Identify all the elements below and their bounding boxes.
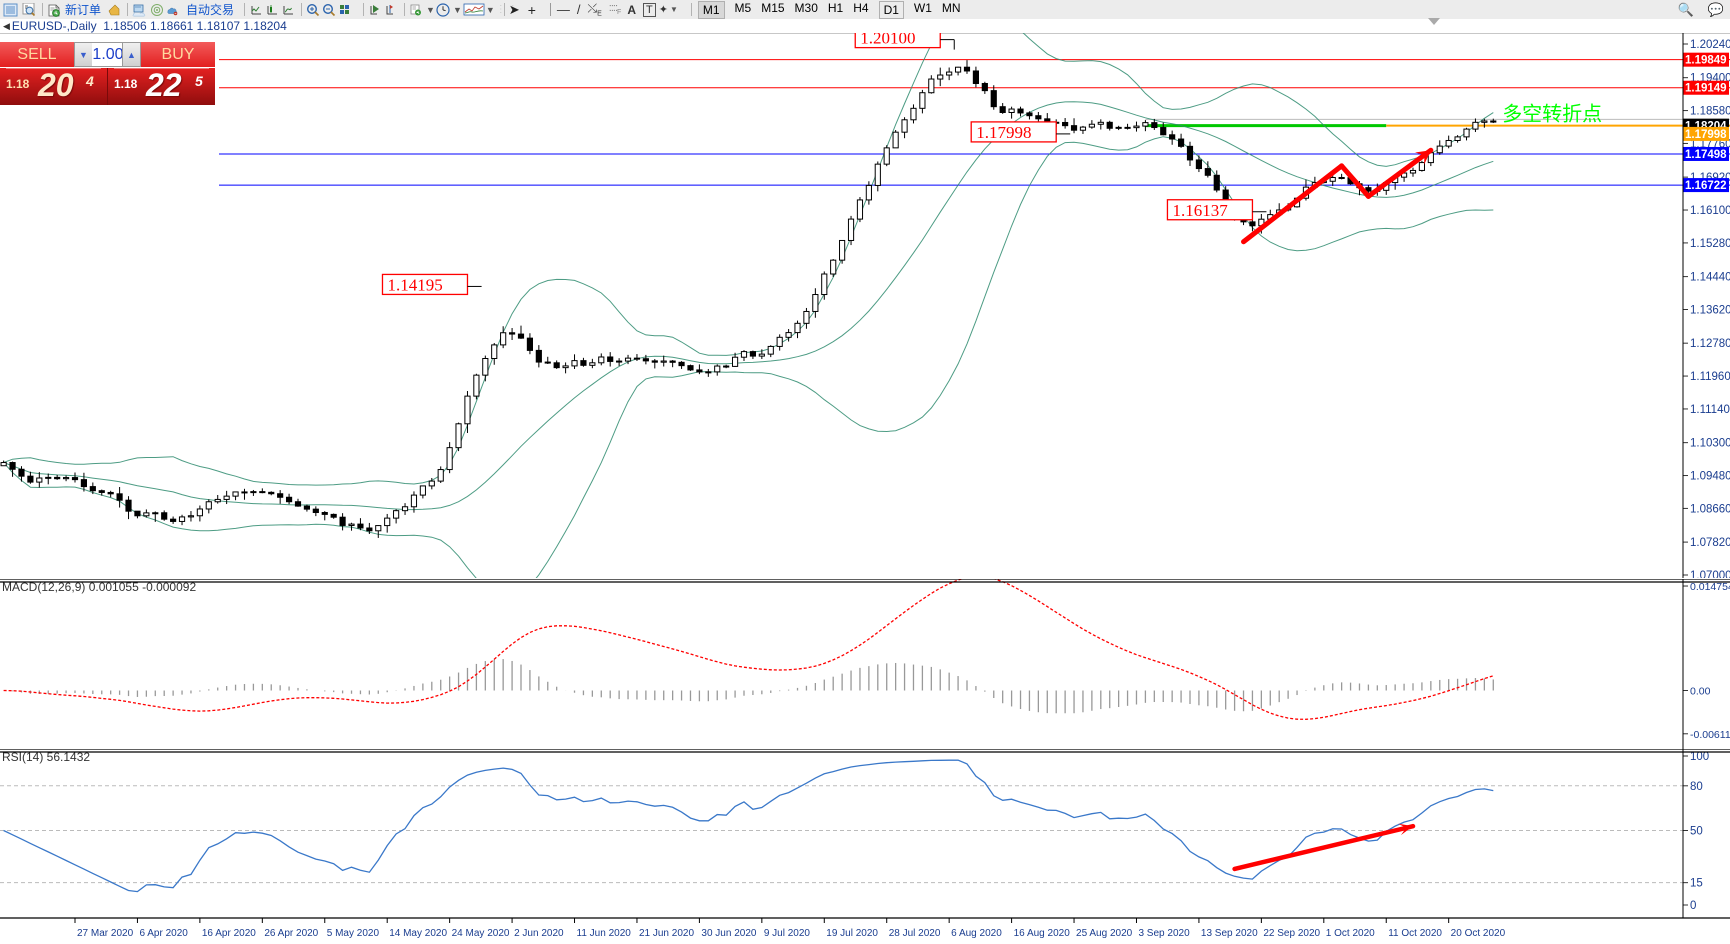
svg-text:2 Jun 2020: 2 Jun 2020 <box>514 928 564 939</box>
svg-text:13 Sep 2020: 13 Sep 2020 <box>1201 928 1258 939</box>
svg-text:16 Apr 2020: 16 Apr 2020 <box>202 928 256 939</box>
svg-text:1.20240: 1.20240 <box>1690 39 1730 51</box>
svg-text:1.11140: 1.11140 <box>1690 404 1730 416</box>
svg-text:14 May 2020: 14 May 2020 <box>389 928 447 939</box>
svg-text:15: 15 <box>1690 878 1703 890</box>
svg-text:19 Jul 2020: 19 Jul 2020 <box>826 928 878 939</box>
svg-text:26 Apr 2020: 26 Apr 2020 <box>264 928 318 939</box>
svg-text:0.014754: 0.014754 <box>1690 581 1730 593</box>
svg-text:0.00: 0.00 <box>1690 686 1711 698</box>
svg-text:9 Jul 2020: 9 Jul 2020 <box>764 928 811 939</box>
svg-text:21 Jun 2020: 21 Jun 2020 <box>639 928 694 939</box>
svg-text:1.15280: 1.15280 <box>1690 238 1730 250</box>
svg-text:3 Sep 2020: 3 Sep 2020 <box>1138 928 1190 939</box>
svg-text:1.17998: 1.17998 <box>1685 129 1727 141</box>
svg-text:1.19149: 1.19149 <box>1685 83 1727 95</box>
svg-text:1.09480: 1.09480 <box>1690 471 1730 483</box>
svg-text:1.11960: 1.11960 <box>1690 371 1730 383</box>
svg-text:1.16100: 1.16100 <box>1690 205 1730 217</box>
svg-text:80: 80 <box>1690 781 1703 793</box>
svg-text:25 Aug 2020: 25 Aug 2020 <box>1076 928 1133 939</box>
svg-text:1.14195: 1.14195 <box>387 275 442 294</box>
svg-text:5 May 2020: 5 May 2020 <box>327 928 380 939</box>
svg-text:1.19849: 1.19849 <box>1685 55 1727 67</box>
svg-text:24 May 2020: 24 May 2020 <box>452 928 510 939</box>
svg-text:1 Oct 2020: 1 Oct 2020 <box>1326 928 1375 939</box>
svg-text:1.17998: 1.17998 <box>976 123 1031 142</box>
svg-text:20 Oct 2020: 20 Oct 2020 <box>1451 928 1506 939</box>
svg-text:6 Apr 2020: 6 Apr 2020 <box>139 928 188 939</box>
svg-text:1.07820: 1.07820 <box>1690 537 1730 549</box>
svg-text:-0.006113: -0.006113 <box>1690 729 1730 741</box>
svg-text:27 Mar 2020: 27 Mar 2020 <box>77 928 134 939</box>
svg-text:1.16722: 1.16722 <box>1685 180 1727 192</box>
svg-text:30 Jun 2020: 30 Jun 2020 <box>701 928 756 939</box>
svg-text:1.18580: 1.18580 <box>1690 106 1730 118</box>
svg-text:100: 100 <box>1690 751 1709 763</box>
svg-text:1.16137: 1.16137 <box>1172 201 1228 220</box>
svg-text:6 Aug 2020: 6 Aug 2020 <box>951 928 1002 939</box>
svg-text:1.12780: 1.12780 <box>1690 338 1730 350</box>
svg-text:22 Sep 2020: 22 Sep 2020 <box>1263 928 1320 939</box>
svg-text:16 Aug 2020: 16 Aug 2020 <box>1014 928 1071 939</box>
svg-text:50: 50 <box>1690 826 1703 838</box>
svg-text:1.20100: 1.20100 <box>860 33 915 48</box>
svg-text:1.14440: 1.14440 <box>1690 272 1730 284</box>
svg-text:1.08660: 1.08660 <box>1690 503 1730 515</box>
svg-text:11 Jun 2020: 11 Jun 2020 <box>577 928 632 939</box>
svg-text:28 Jul 2020: 28 Jul 2020 <box>889 928 941 939</box>
svg-text:1.07000: 1.07000 <box>1690 570 1730 578</box>
svg-text:0: 0 <box>1690 900 1696 912</box>
svg-text:11 Oct 2020: 11 Oct 2020 <box>1388 928 1442 939</box>
svg-text:1.17498: 1.17498 <box>1685 149 1727 161</box>
svg-text:1.10300: 1.10300 <box>1690 438 1730 450</box>
svg-text:多空转折点: 多空转折点 <box>1502 103 1602 126</box>
svg-text:1.13620: 1.13620 <box>1690 304 1730 316</box>
